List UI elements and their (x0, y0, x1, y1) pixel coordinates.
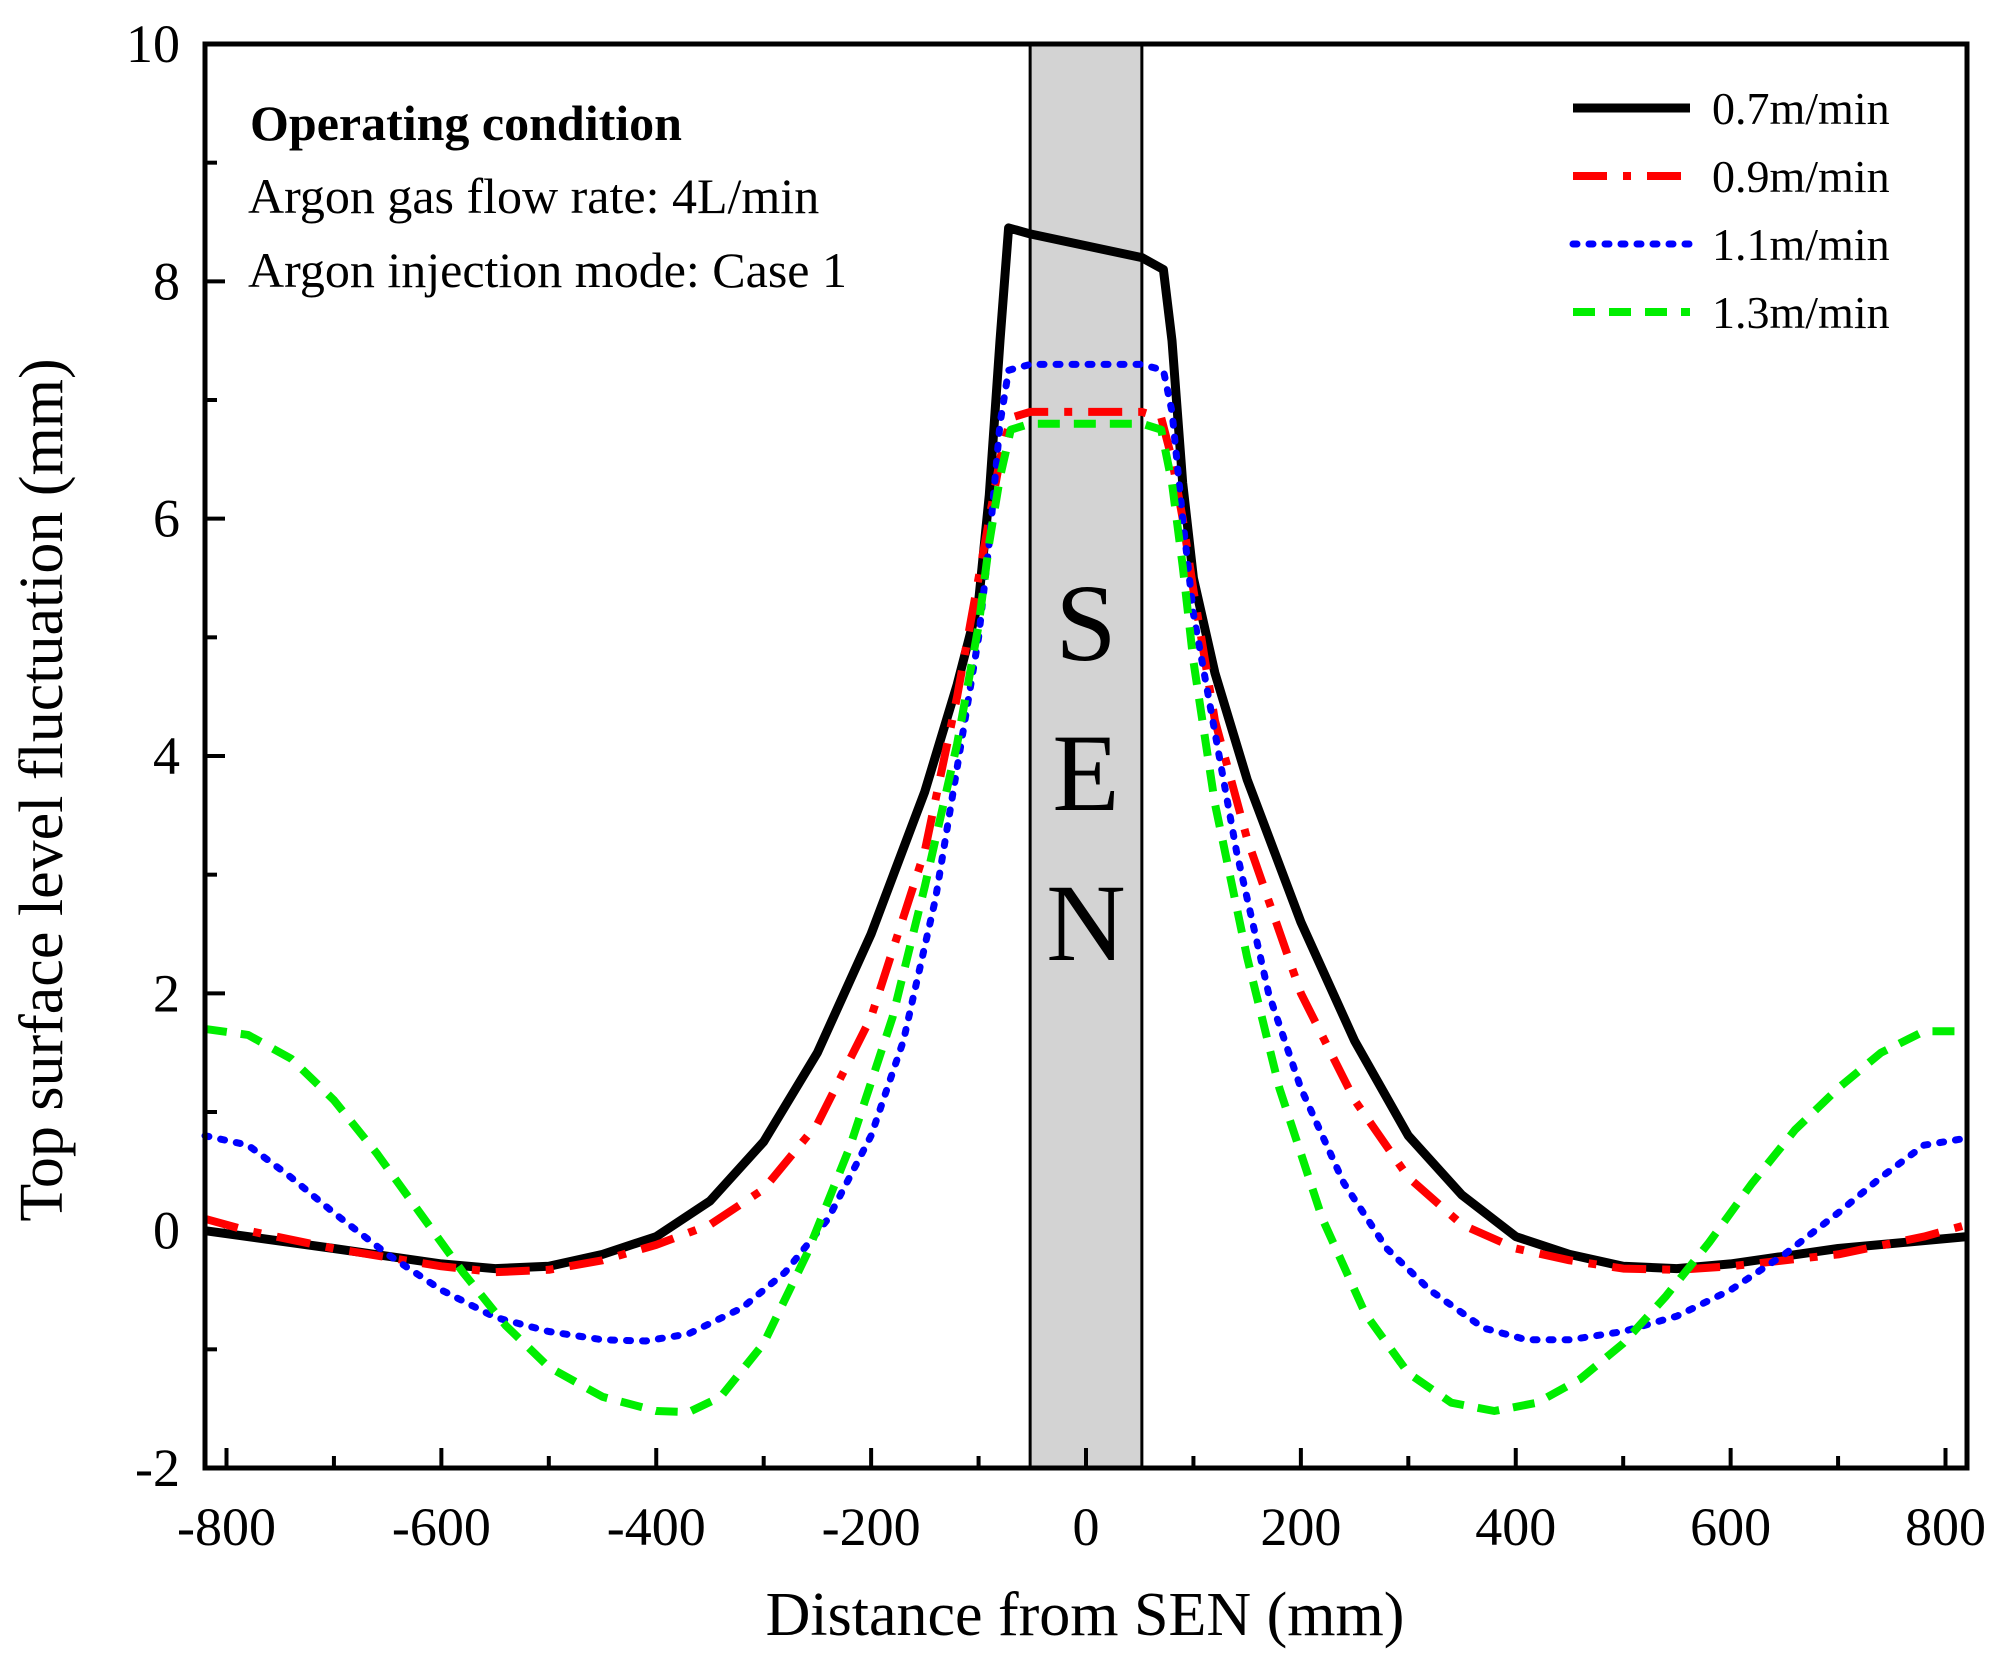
x-tick-label: -200 (822, 1497, 921, 1557)
y-tick-label: 0 (153, 1201, 180, 1261)
sen-region (1028, 42, 1144, 1470)
x-tick-label: -800 (177, 1497, 276, 1557)
x-tick-label: -600 (392, 1497, 491, 1557)
y-axis-title: Top surface level fluctuation (mm) (8, 358, 76, 1221)
y-tick-label: 6 (153, 489, 180, 549)
series-line-0 (204, 223, 1968, 1274)
x-tick-label: 600 (1690, 1497, 1771, 1557)
series-line-2 (201, 360, 1971, 1345)
y-tick-label: 8 (153, 251, 180, 311)
y-tick-label: 10 (126, 14, 180, 74)
x-axis-title: Distance from SEN (mm) (766, 1581, 1405, 1649)
sen-letter-n: N (1046, 862, 1125, 984)
sen-letter-e: E (1052, 712, 1119, 834)
legend-label-3: 1.3m/min (1712, 287, 1890, 338)
y-tick-label: 2 (153, 963, 180, 1023)
series-line-1 (203, 407, 1969, 1277)
legend-label-1: 0.9m/min (1712, 151, 1890, 202)
legend-label-0: 0.7m/min (1712, 83, 1890, 134)
legend-label-2: 1.1m/min (1712, 219, 1890, 270)
x-tick-label: 200 (1260, 1497, 1341, 1557)
x-tick-label: -400 (607, 1497, 706, 1557)
y-tick-label: -2 (135, 1438, 180, 1498)
series-line-3 (204, 419, 1967, 1417)
annotation-gas-flow: Argon gas flow rate: 4L/min (248, 168, 819, 224)
annotation-injection-mode: Argon injection mode: Case 1 (248, 242, 847, 298)
x-tick-label: 0 (1073, 1497, 1100, 1557)
x-tick-label: 400 (1475, 1497, 1556, 1557)
y-tick-label: 4 (153, 726, 180, 786)
sen-letter-s: S (1055, 562, 1116, 684)
annotation-title: Operating condition (250, 95, 682, 151)
x-tick-label: 800 (1905, 1497, 1986, 1557)
